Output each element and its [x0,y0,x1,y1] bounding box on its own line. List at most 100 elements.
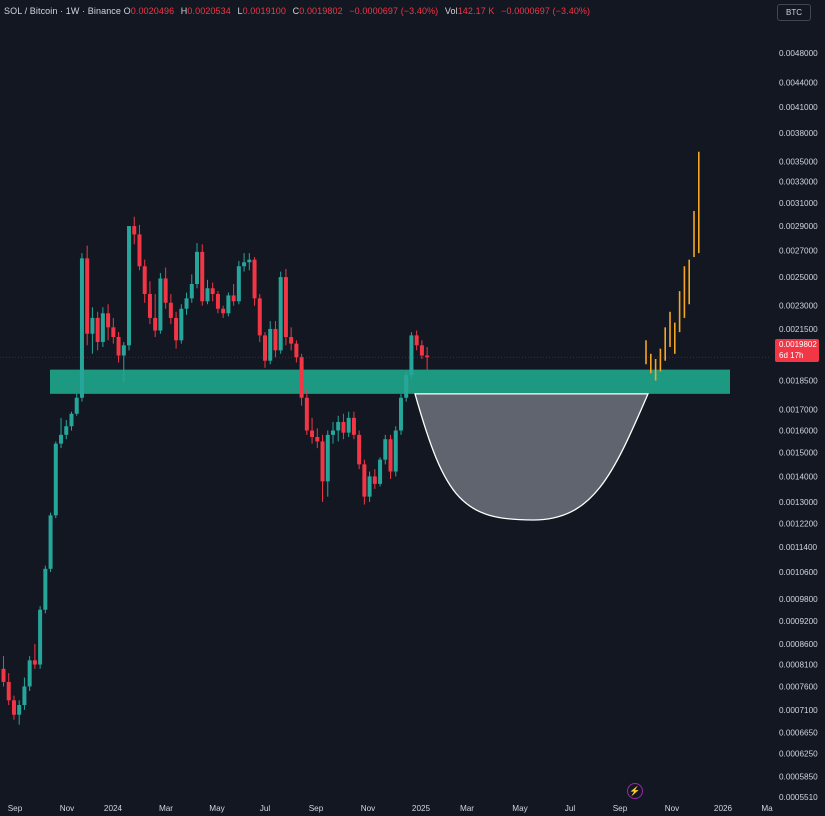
x-tick-label: Nov [60,804,75,813]
y-tick-label: 0.0006250 [779,750,818,759]
x-tick-label: 2024 [104,804,123,813]
x-tick-label: Mar [460,804,474,813]
chart-legend: SOL / Bitcoin · 1W · Binance O0.0020496 … [4,6,594,16]
candle [336,422,341,431]
y-tick-label: 0.0021500 [779,325,818,334]
symbol-title[interactable]: SOL / Bitcoin · 1W · Binance [4,6,122,16]
candle [74,397,79,414]
candle [278,277,283,351]
candle [404,375,409,398]
time-axis[interactable]: Sep Nov 2024 Mar May Jul Sep Nov 2025 Mar May Jul Se… [8,804,773,813]
candle [116,337,121,356]
candle [59,434,64,444]
support-zone-rect [50,369,730,394]
x-tick-label: Jul [565,804,576,813]
candle [111,327,116,338]
y-tick-label: 0.0018500 [779,377,818,386]
candle [174,317,179,341]
candle [252,259,257,299]
candle [388,439,393,472]
candle [289,337,294,344]
y-tick-label: 0.0048000 [779,49,818,58]
x-tick-label: Mar [159,804,173,813]
candle [398,397,403,431]
candle [221,308,226,314]
candle [100,313,105,342]
candle [236,266,241,302]
vol-change-value: −0.0000697 (−3.40%) [501,6,591,16]
candle [268,328,273,361]
candle [215,293,220,309]
y-tick-label: 0.0009800 [779,595,818,604]
candle [315,437,320,442]
y-tick-label: 0.0041000 [779,103,818,112]
candle [304,397,309,431]
candle [32,660,37,665]
candle [414,335,419,346]
x-tick-label: Ma [761,804,773,813]
candle [6,681,11,701]
support-zone [50,369,730,394]
candle [179,308,184,341]
y-tick-label: 0.0007600 [779,682,818,691]
low-label: L [237,6,243,16]
open-value: 0.0020496 [130,6,175,16]
y-tick-label: 0.0005510 [779,793,818,802]
candle [163,278,168,303]
y-tick-label: 0.0014000 [779,472,818,481]
bar-countdown: 6d 17h [779,351,804,360]
y-tick-label: 0.0033000 [779,178,818,187]
y-tick-label: 0.0013000 [779,498,818,507]
candle [231,295,236,302]
x-tick-label: May [512,804,528,813]
candle [330,430,335,435]
candle [419,345,424,356]
y-tick-label: 0.0029000 [779,222,818,231]
candle [200,251,205,302]
candle [85,258,90,334]
candle [351,417,356,435]
candle [132,226,137,235]
candle [27,660,32,687]
candle [153,317,158,331]
y-tick-label: 0.0017000 [779,406,818,415]
y-tick-label: 0.0044000 [779,79,818,88]
candle [226,295,231,314]
candle [205,288,210,302]
x-tick-label: May [209,804,225,813]
candle [43,568,48,610]
y-tick-label: 0.0025000 [779,273,818,282]
candle [257,298,262,336]
y-tick-label: 0.0008600 [779,640,818,649]
lightning-icon[interactable]: ⚡ [627,783,643,799]
last-price-tag: 0.0019802 6d 17h [775,339,819,362]
candle [195,251,200,285]
close-value: 0.0019802 [299,6,343,16]
candle [367,476,372,497]
x-tick-label: Nov [665,804,680,813]
candle [142,266,147,294]
candle [95,317,100,342]
y-tick-label: 0.0005850 [779,772,818,781]
y-tick-label: 0.0035000 [779,157,818,166]
candle [90,317,95,334]
candle [48,515,53,569]
cup-pattern [414,393,649,521]
candle [147,293,152,318]
price-axis[interactable]: 0.0048000 0.0044000 0.0041000 0.0038000 0.00… [779,49,818,802]
change-value: −0.0000697 (−3.40%) [349,6,439,16]
x-tick-label: Jul [260,804,271,813]
x-tick-label: 2025 [412,804,431,813]
candle [341,422,346,433]
candle [273,328,278,351]
currency-button[interactable]: BTC [777,4,811,21]
candle [158,278,163,331]
vol-label: Vol [444,6,458,16]
candle [247,259,252,263]
x-tick-label: Sep [613,804,628,813]
y-tick-label: 0.0010600 [779,568,818,577]
candles-layer [1,216,430,725]
candle [121,345,126,356]
candle [38,609,43,665]
